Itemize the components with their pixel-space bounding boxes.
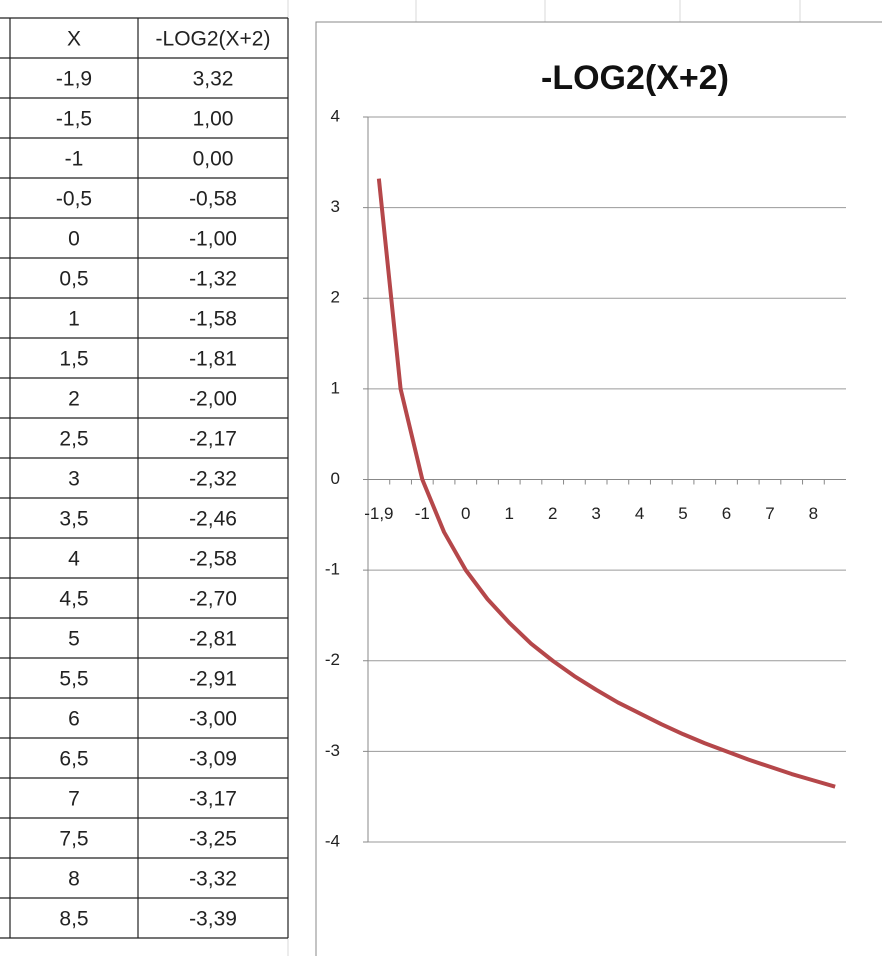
- table-cell: 3,32: [193, 68, 234, 91]
- table-cell: 7: [68, 788, 80, 811]
- x-tick-label: 5: [678, 504, 687, 523]
- table-cell: -0,5: [56, 188, 92, 211]
- y-tick-label: 4: [331, 106, 340, 125]
- y-tick-label: 3: [331, 197, 340, 216]
- y-tick-label: 0: [331, 469, 340, 488]
- table-cell: 1,00: [193, 108, 234, 131]
- table-cell: -1,5: [56, 108, 92, 131]
- table-cell: -3,25: [189, 828, 237, 851]
- x-tick-label: 8: [809, 504, 818, 523]
- table-cell: -2,81: [189, 628, 237, 651]
- table-cell: -3,00: [189, 708, 237, 731]
- table-cell: -3,09: [189, 748, 237, 771]
- y-tick-label: -4: [325, 831, 340, 850]
- table-cell: -2,00: [189, 388, 237, 411]
- series-line: [376, 178, 836, 789]
- table-cell: 5: [68, 628, 80, 651]
- table-cell: 2,5: [59, 428, 88, 451]
- x-tick-label: 2: [548, 504, 557, 523]
- header-cell: X: [67, 28, 81, 51]
- table-cell: 0,00: [193, 148, 234, 171]
- x-tick-label: -1,9: [364, 504, 393, 523]
- table-cell: -1,32: [189, 268, 237, 291]
- table-cell: 1: [68, 308, 80, 331]
- table-cell: 8,5: [59, 908, 88, 931]
- table-cell: -1: [65, 148, 84, 171]
- x-tick-label: 1: [504, 504, 513, 523]
- table-cell: -0,58: [189, 188, 237, 211]
- table-cell: -3,39: [189, 908, 237, 931]
- table-cell: -1,9: [56, 68, 92, 91]
- table-cell: 8: [68, 868, 80, 891]
- table-cell: -1,81: [189, 348, 237, 371]
- table-cell: -2,17: [189, 428, 237, 451]
- table-cell: 6,5: [59, 748, 88, 771]
- table-cell: 7,5: [59, 828, 88, 851]
- table-cell: 3: [68, 468, 80, 491]
- table-cell: -2,58: [189, 548, 237, 571]
- chart-title: -LOG2(X+2): [541, 59, 729, 97]
- table-cell: 2: [68, 388, 80, 411]
- table-cell: 4: [68, 548, 80, 571]
- table-cell: -1,58: [189, 308, 237, 331]
- table-cell: -2,91: [189, 668, 237, 691]
- table-cell: 0: [68, 228, 80, 251]
- table-cell: -3,17: [189, 788, 237, 811]
- table-cell: -2,46: [189, 508, 237, 531]
- y-tick-label: -2: [325, 650, 340, 669]
- chart-area: [315, 21, 882, 956]
- x-tick-label: 6: [722, 504, 731, 523]
- table-cell: 5,5: [59, 668, 88, 691]
- x-tick-label: 4: [635, 504, 644, 523]
- table-cell: -2,32: [189, 468, 237, 491]
- table-cell: -1,00: [189, 228, 237, 251]
- table-cell: 0,5: [59, 268, 88, 291]
- table-cell: 4,5: [59, 588, 88, 611]
- table-cell: -3,32: [189, 868, 237, 891]
- x-tick-label: 3: [591, 504, 600, 523]
- table-cell: -2,70: [189, 588, 237, 611]
- header-cell: -LOG2(X+2): [156, 28, 271, 51]
- table-cell: 1,5: [59, 348, 88, 371]
- x-tick-label: -1: [415, 504, 430, 523]
- y-tick-label: 2: [331, 288, 340, 307]
- x-tick-label: 0: [461, 504, 470, 523]
- table-cell: 6: [68, 708, 80, 731]
- x-tick-label: 7: [765, 504, 774, 523]
- y-tick-label: 1: [331, 378, 340, 397]
- y-tick-label: -1: [325, 560, 340, 579]
- table-cell: 3,5: [59, 508, 88, 531]
- y-tick-label: -3: [325, 741, 340, 760]
